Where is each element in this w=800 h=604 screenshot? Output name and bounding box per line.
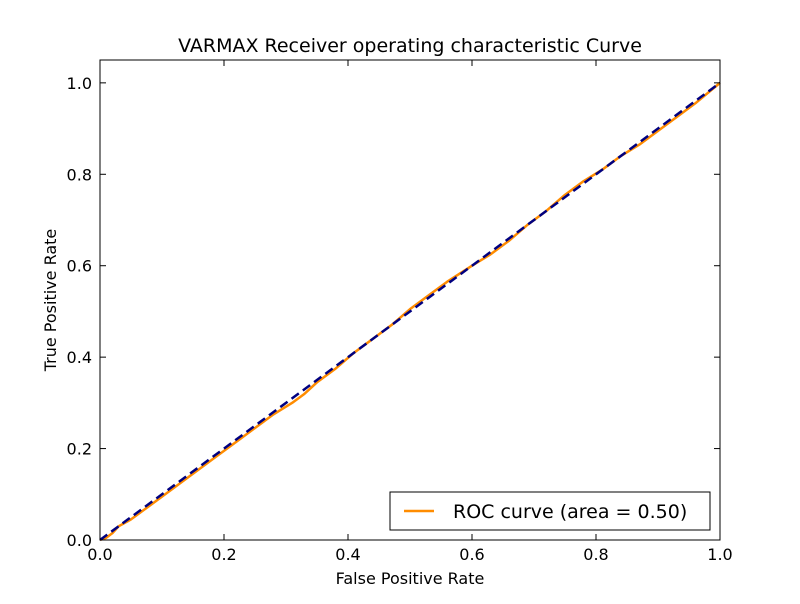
chart-title: VARMAX Receiver operating characteristic… [178, 35, 642, 57]
y-tick-label: 0.2 [67, 440, 92, 459]
y-axis-label: True Positive Rate [41, 229, 60, 373]
plot-area: 0.0 0.2 0.4 0.6 0.8 1.0 0.0 0.2 0.4 0.6 0.8 1.0 ROC … [67, 59, 733, 564]
y-tick-label: 0.0 [67, 531, 92, 550]
x-tick-label: 0.8 [583, 545, 608, 564]
y-tick-label: 1.0 [67, 74, 92, 93]
x-axis-label: False Positive Rate [336, 569, 485, 588]
x-tick-label: 0.4 [335, 545, 360, 564]
x-tick-label: 0.2 [211, 545, 236, 564]
y-tick-label: 0.8 [67, 165, 92, 184]
y-tick-label: 0.4 [67, 348, 92, 367]
x-tick-label: 0.0 [87, 545, 112, 564]
legend-label-roc: ROC curve (area = 0.50) [453, 501, 687, 523]
plot-background [100, 60, 720, 540]
plot-frame [99, 59, 721, 541]
y-tick-label: 0.6 [67, 257, 92, 276]
legend-box [389, 491, 711, 531]
chance-diagonal-line [99, 81, 721, 542]
x-tick-label: 0.6 [459, 545, 484, 564]
x-tick-label: 1.0 [707, 545, 732, 564]
